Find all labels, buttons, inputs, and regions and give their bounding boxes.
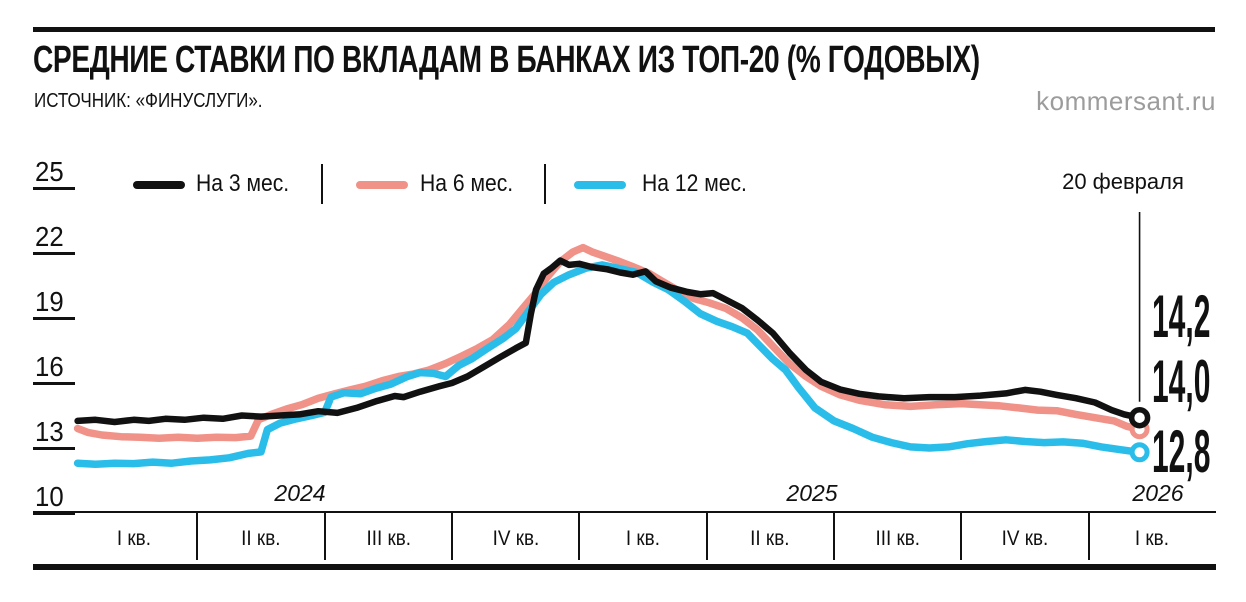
x-axis-quarter-cell: I кв. (1089, 521, 1216, 557)
legend-label-6m: На 6 мес. (420, 170, 514, 197)
legend-divider (321, 164, 323, 204)
quarter-label: I кв. (625, 527, 661, 550)
quarter-separator (196, 512, 199, 560)
x-axis-quarter-cell: I кв. (70, 521, 197, 557)
y-tick-label-10: 10 (35, 481, 64, 512)
quarter-label: IV кв. (492, 527, 539, 550)
x-axis-quarter-cell: II кв. (197, 521, 324, 557)
x-axis-quarter-cell: I кв. (579, 521, 706, 557)
end-value-6m: 14,0 (1152, 348, 1211, 415)
year-label-2025: 2025 (786, 480, 838, 506)
quarter-separator (832, 512, 835, 560)
annotation-date-label: 20 февраля (1062, 169, 1184, 194)
y-tick-label-16: 16 (35, 351, 64, 382)
quarter-label: III кв. (875, 527, 920, 550)
series-line-12m (73, 261, 1144, 469)
quarter-label: III кв. (366, 527, 411, 550)
quarter-separator (578, 512, 581, 560)
end-marker-12m (1129, 442, 1150, 463)
quarter-label: IV кв. (1001, 527, 1049, 550)
x-axis-quarter-cell: III кв. (834, 521, 961, 557)
quarter-label: II кв. (241, 527, 281, 550)
quarter-separator (450, 512, 453, 560)
watermark-kommersant: kommersant.ru (1036, 86, 1216, 116)
x-axis-quarter-cell: IV кв. (961, 521, 1088, 557)
y-tick-line-13 (33, 447, 75, 450)
end-value-3m: 14,2 (1152, 283, 1211, 350)
quarter-separator (705, 512, 708, 560)
series-line-6m (73, 243, 1144, 443)
page-title: СРЕДНИЕ СТАВКИ ПО ВКЛАДАМ В БАНКАХ ИЗ ТО… (33, 39, 980, 81)
y-tick-label-22: 22 (35, 221, 64, 252)
legend-label-3m: На 3 мес. (196, 170, 290, 197)
x-axis-quarter-cell: II кв. (707, 521, 834, 557)
quarter-label: I кв. (116, 527, 151, 550)
quarter-label: I кв. (1135, 527, 1170, 550)
legend-label-12m: На 12 мес. (642, 170, 747, 197)
y-tick-line-10 (33, 512, 75, 515)
y-tick-line-16 (33, 382, 75, 385)
top-rule (33, 27, 1215, 32)
x-axis-line (33, 511, 1216, 513)
legend-swatch-3m (133, 181, 185, 189)
x-axis-quarter-cell: III кв. (325, 521, 452, 557)
y-tick-label-13: 13 (35, 416, 64, 447)
y-tick-line-25 (33, 187, 75, 190)
end-value-12m: 12,8 (1152, 418, 1211, 485)
x-axis-quarter-cell: IV кв. (452, 521, 579, 557)
source-caption: ИСТОЧНИК: «ФИНУСЛУГИ». (34, 90, 263, 112)
series-line-3m (74, 257, 1143, 426)
legend-swatch-12m (574, 181, 626, 189)
y-tick-line-22 (33, 252, 75, 255)
quarter-separator (960, 512, 963, 560)
year-label-2026: 2026 (1132, 480, 1184, 506)
quarter-separator (1087, 512, 1090, 560)
legend-swatch-6m (356, 181, 408, 189)
quarter-separator (323, 512, 326, 560)
y-tick-label-19: 19 (35, 286, 64, 317)
end-marker-3m (1128, 406, 1151, 429)
year-label-2024: 2024 (274, 480, 326, 506)
bottom-rule (33, 564, 1216, 570)
y-tick-label-25: 25 (35, 156, 64, 187)
legend-divider (544, 164, 546, 204)
y-tick-line-19 (33, 317, 75, 320)
quarter-label: II кв. (750, 527, 790, 550)
